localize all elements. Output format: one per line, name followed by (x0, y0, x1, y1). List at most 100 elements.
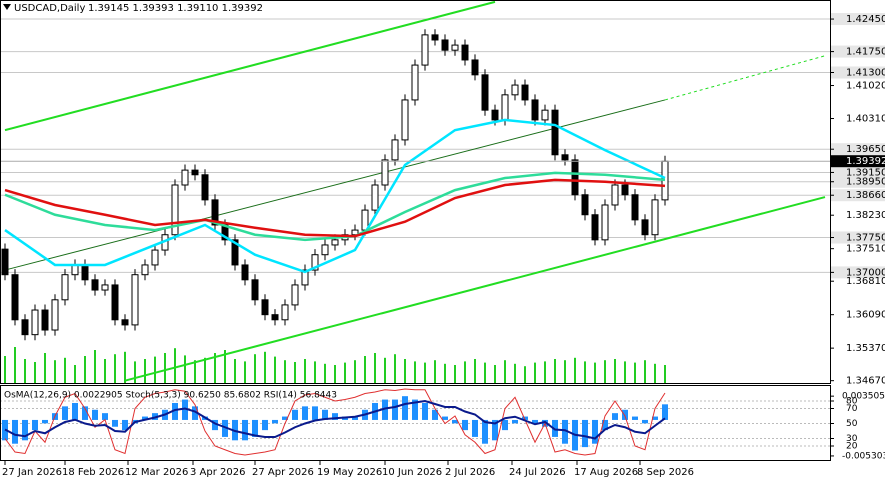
candle-body (481, 74, 489, 111)
candle-body (41, 309, 49, 331)
candle-body (331, 239, 339, 246)
y2-tick-label: 70 (846, 404, 858, 414)
volume-bar (24, 359, 26, 383)
osma-bar (612, 413, 618, 420)
osma-bar (592, 419, 598, 444)
volume-bar (344, 362, 346, 383)
candle-body (121, 319, 129, 326)
volume-bar (594, 362, 596, 383)
candle-body (351, 229, 359, 236)
volume-bar (524, 366, 526, 383)
candle-body (131, 274, 139, 326)
osma-bar (412, 399, 418, 420)
y2-tick-label: 50 (846, 419, 858, 429)
candle-body (651, 199, 659, 236)
candle-body (271, 314, 279, 321)
candle-body (491, 109, 499, 121)
candle-body (631, 194, 639, 221)
volume-bar (14, 347, 16, 383)
volume-bar (414, 361, 416, 383)
osma-bar (42, 419, 48, 424)
osma-bar (482, 419, 488, 444)
osma-bar (382, 399, 388, 420)
candle-body (421, 34, 429, 66)
last-price-box (831, 155, 885, 168)
osma-bar (112, 419, 118, 427)
oscillator-frame (0, 385, 831, 461)
y-tick-label: 1.41020 (846, 81, 885, 92)
candle-body (251, 279, 259, 301)
candle-body (151, 249, 159, 266)
candle-body (571, 159, 579, 196)
candle-body (91, 279, 99, 291)
osma-bar (642, 419, 648, 424)
volume-bar (184, 355, 186, 383)
candle-body (641, 219, 649, 236)
x-tick-label: 2 Jul 2026 (445, 467, 495, 478)
volume-bar (534, 362, 536, 383)
osma-bar (462, 419, 468, 431)
indicator-title: OsMA(12,26,9) 0.0022905 Stoch(5,3,3) 90.… (4, 391, 337, 401)
osma-bar (282, 416, 288, 420)
y-tick-label: 1.37510 (846, 244, 885, 255)
osma-bar (262, 419, 268, 431)
osma-bar (432, 409, 438, 420)
level-box (831, 175, 885, 188)
level-box (831, 45, 885, 58)
candle-body (141, 264, 149, 276)
volume-bar (644, 360, 646, 383)
osma-bar (102, 413, 108, 420)
candle-body (501, 94, 509, 121)
channel-line (664, 55, 826, 101)
volume-bar (94, 350, 96, 383)
volume-bar (144, 359, 146, 383)
candle-body (371, 184, 379, 211)
osma-bar (82, 406, 88, 420)
volume-bar (264, 351, 266, 383)
volume-bar (554, 359, 556, 383)
candle-body (111, 284, 119, 321)
osma-bar (72, 402, 78, 420)
volume-bar (394, 354, 396, 383)
candle-body (591, 214, 599, 241)
osma-bar (392, 399, 398, 420)
y-tick-label: 0.003505 (842, 392, 885, 402)
volume-bar (354, 360, 356, 383)
candle-body (461, 44, 469, 61)
candle-body (541, 109, 549, 121)
volume-bar (34, 362, 36, 383)
ohlc-text: 1.39145 1.39393 1.39110 1.39392 (88, 3, 263, 14)
candle-body (321, 244, 329, 256)
volume-bar (514, 363, 516, 383)
level-label: 1.37000 (846, 267, 885, 278)
candle-body (471, 59, 479, 76)
candle-body (211, 199, 219, 226)
osma-bar (472, 419, 478, 437)
volume-bar (124, 351, 126, 383)
level-box (831, 13, 885, 26)
channel-line (4, 0, 496, 132)
y-tick-label: 1.36090 (846, 310, 885, 321)
candle-body (291, 284, 299, 306)
candle-body (451, 44, 459, 51)
x-tick-label: 19 May 2026 (317, 467, 382, 478)
osma-bar (422, 402, 428, 420)
osma-bar (582, 419, 588, 448)
volume-bar (504, 360, 506, 383)
y2-tick-label: 20 (846, 442, 858, 452)
x-tick-label: 10 Jun 2026 (382, 467, 442, 478)
volume-bar (194, 360, 196, 383)
osma-bar (322, 409, 328, 420)
y-tick-label: 1.40310 (846, 114, 885, 125)
volume-bar (304, 359, 306, 383)
level-label: 1.39150 (846, 167, 885, 178)
candle-body (391, 139, 399, 161)
moving-average (4, 118, 666, 274)
candle-body (11, 274, 19, 321)
moving-average (4, 178, 666, 238)
volume-bar (404, 359, 406, 383)
x-tick-label: 12 Mar 2026 (125, 467, 188, 478)
volume-bar (634, 362, 636, 383)
